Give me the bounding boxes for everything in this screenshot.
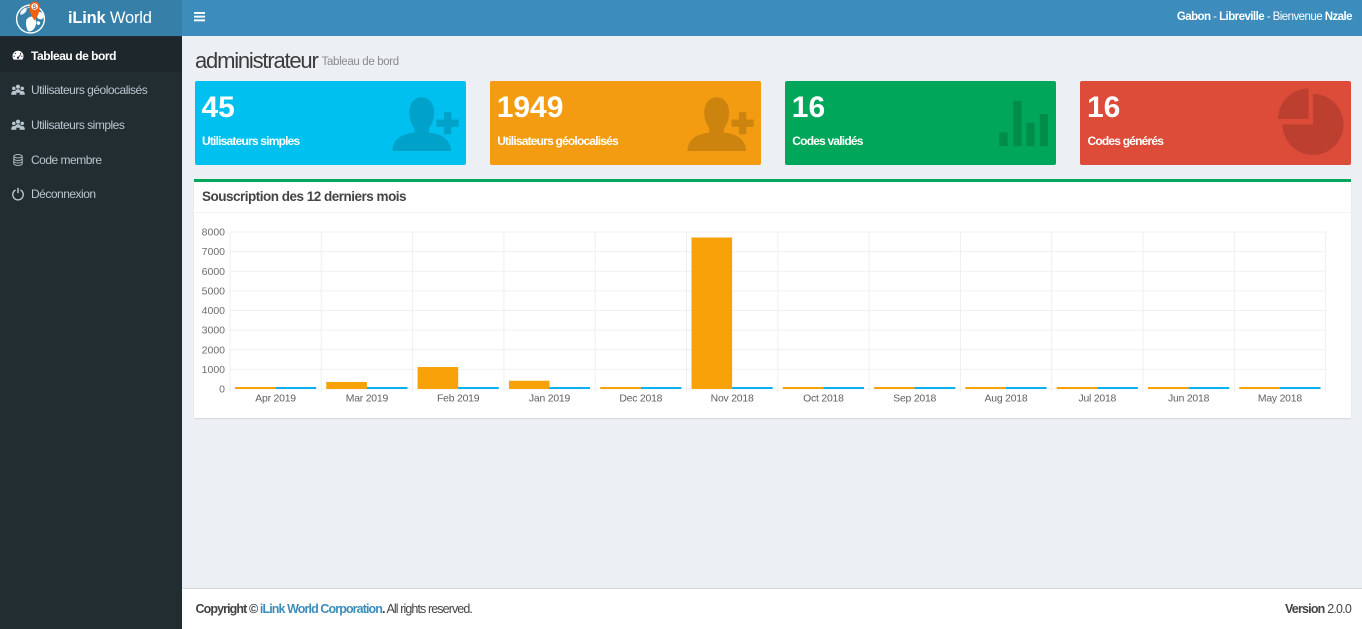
svg-text:Jun 2018: Jun 2018 [1168, 394, 1210, 405]
svg-text:S: S [32, 4, 36, 11]
svg-text:Jul 2018: Jul 2018 [1078, 394, 1116, 405]
svg-text:Nov 2018: Nov 2018 [711, 394, 754, 405]
svg-text:5000: 5000 [202, 285, 226, 297]
svg-text:Feb 2019: Feb 2019 [437, 394, 480, 405]
svg-text:7000: 7000 [202, 246, 226, 258]
svg-text:8000: 8000 [202, 227, 226, 239]
svg-text:Jan 2019: Jan 2019 [529, 394, 571, 405]
svg-text:2000: 2000 [202, 344, 226, 356]
svg-text:Sep 2018: Sep 2018 [893, 394, 936, 405]
svg-text:3000: 3000 [202, 325, 226, 337]
svg-text:0: 0 [219, 384, 225, 396]
svg-text:May 2018: May 2018 [1258, 394, 1302, 405]
svg-text:6000: 6000 [202, 266, 226, 278]
svg-text:Dec 2018: Dec 2018 [619, 394, 662, 405]
svg-text:Oct 2018: Oct 2018 [803, 394, 844, 405]
svg-text:4000: 4000 [202, 305, 226, 317]
svg-text:1000: 1000 [202, 364, 226, 376]
svg-text:Apr 2019: Apr 2019 [255, 394, 296, 405]
svg-text:Aug 2018: Aug 2018 [985, 394, 1028, 405]
svg-text:Mar 2019: Mar 2019 [346, 394, 389, 405]
